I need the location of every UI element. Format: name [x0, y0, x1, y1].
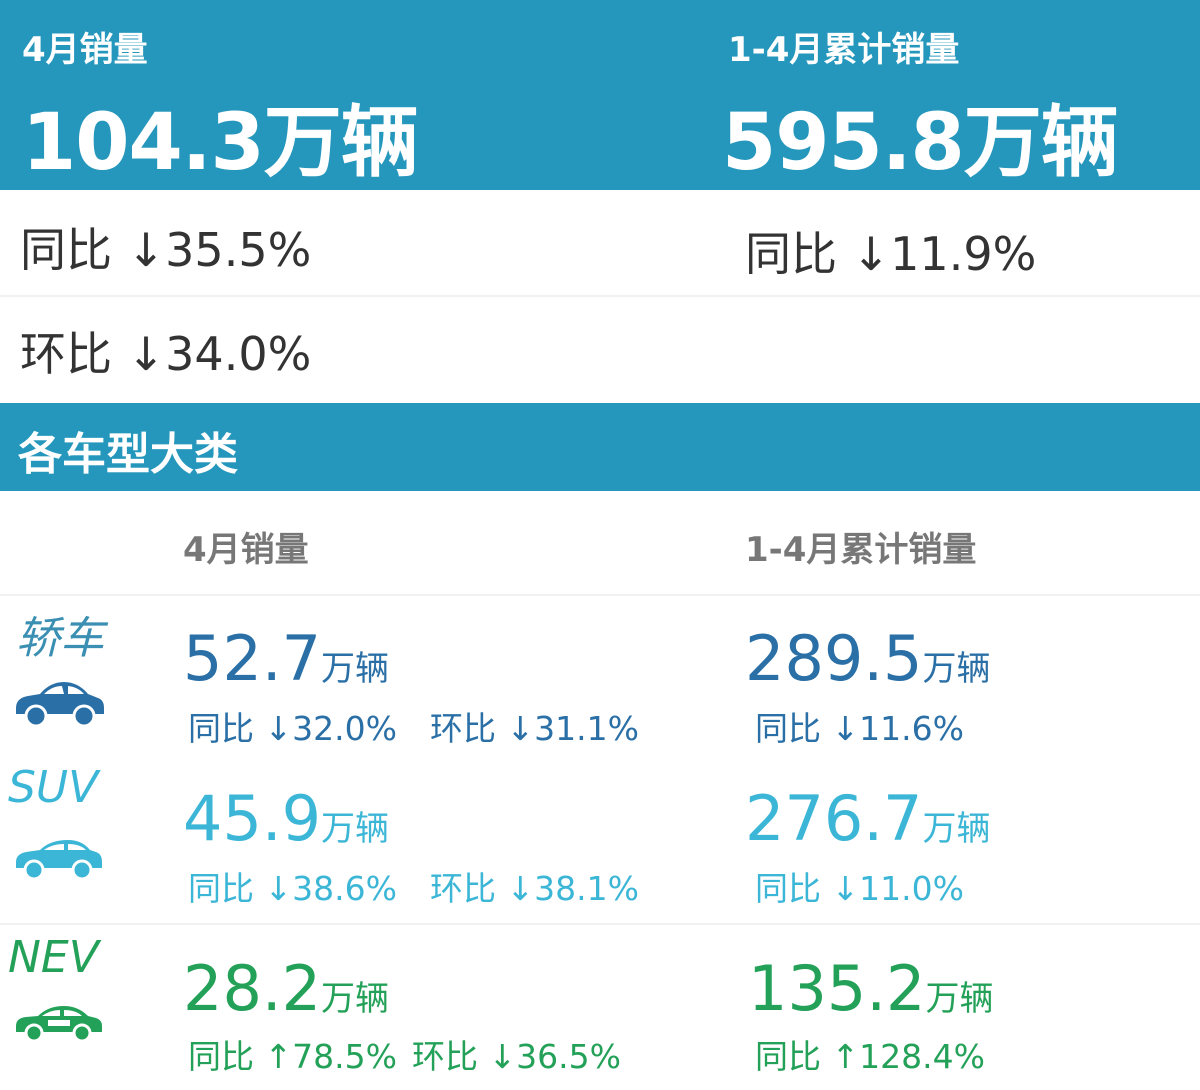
- divider: [0, 295, 1200, 297]
- category-label-sedan: 轿车: [16, 613, 104, 664]
- nev-ytd-value: 135.2: [748, 952, 926, 1025]
- suv-month-figure: 45.9万辆: [183, 782, 389, 855]
- nev-month-figure: 28.2万辆: [183, 952, 389, 1025]
- electric-car-icon: [16, 1006, 102, 1043]
- sedan-ytd-unit: 万辆: [922, 649, 991, 689]
- ytd-sales-title: 1-4月累计销量: [728, 30, 960, 70]
- suv-ytd-value: 276.7: [745, 782, 923, 855]
- suv-car-icon: [16, 840, 102, 881]
- nev-ytd-figure: 135.2万辆: [748, 952, 994, 1025]
- month-yoy: 同比 ↓35.5%: [20, 223, 312, 277]
- section-bar: [0, 403, 1200, 491]
- nev-month-value: 28.2: [183, 952, 322, 1025]
- nev-month-yoy: 同比 ↑78.5%: [188, 1037, 397, 1076]
- sedan-month-yoy: 同比 ↓32.0%: [188, 709, 397, 748]
- sedan-ytd-value: 289.5: [745, 622, 923, 695]
- column-header-ytd: 1-4月累计销量: [745, 530, 977, 570]
- divider: [0, 594, 1200, 596]
- section-title: 各车型大类: [18, 429, 238, 480]
- nev-month-unit: 万辆: [321, 979, 390, 1019]
- month-sales-value: 104.3万辆: [22, 98, 419, 188]
- ytd-sales-value: 595.8万辆: [722, 98, 1119, 188]
- column-header-month: 4月销量: [183, 530, 309, 570]
- nev-month-mom: 环比 ↓36.5%: [412, 1037, 621, 1076]
- sedan-car-icon: [16, 682, 104, 728]
- category-label-suv: SUV: [8, 762, 99, 813]
- sedan-ytd-yoy: 同比 ↓11.6%: [755, 709, 964, 748]
- sedan-month-figure: 52.7万辆: [183, 622, 389, 695]
- sedan-month-mom: 环比 ↓31.1%: [430, 709, 639, 748]
- sedan-month-unit: 万辆: [321, 649, 390, 689]
- suv-month-yoy: 同比 ↓38.6%: [188, 869, 397, 908]
- sedan-month-value: 52.7: [183, 622, 322, 695]
- summary-banner: [0, 0, 1200, 190]
- category-label-nev: NEV: [8, 932, 99, 983]
- month-mom: 环比 ↓34.0%: [20, 327, 312, 381]
- divider: [0, 923, 1200, 925]
- ytd-yoy: 同比 ↓11.9%: [745, 227, 1037, 281]
- month-sales-title: 4月销量: [22, 30, 148, 70]
- suv-month-unit: 万辆: [321, 809, 390, 849]
- nev-ytd-yoy: 同比 ↑128.4%: [755, 1037, 985, 1076]
- suv-month-mom: 环比 ↓38.1%: [430, 869, 639, 908]
- suv-ytd-figure: 276.7万辆: [745, 782, 991, 855]
- nev-ytd-unit: 万辆: [925, 979, 994, 1019]
- sedan-ytd-figure: 289.5万辆: [745, 622, 991, 695]
- suv-ytd-yoy: 同比 ↓11.0%: [755, 869, 964, 908]
- suv-month-value: 45.9: [183, 782, 322, 855]
- suv-ytd-unit: 万辆: [922, 809, 991, 849]
